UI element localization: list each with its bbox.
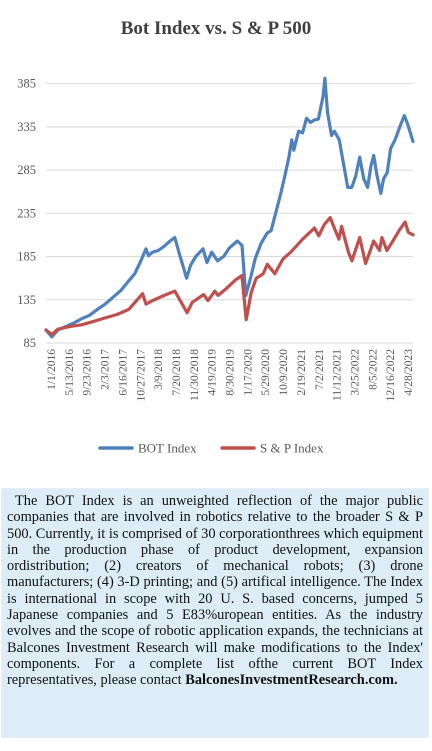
- y-tick-label: 385: [17, 77, 36, 91]
- series: [44, 76, 415, 339]
- y-tick-label: 285: [17, 163, 36, 177]
- x-tick-label: 4/19/2019: [207, 349, 219, 396]
- gridlines: [46, 83, 413, 344]
- x-tick-label: 11/30/2018: [189, 349, 201, 401]
- x-tick-label: 4/28/2023: [403, 349, 415, 396]
- legend: BOT Index S & P Index: [98, 441, 324, 456]
- x-tick-label: 6/16/2017: [117, 349, 129, 396]
- description-body: The BOT Index is an unweighted reflectio…: [7, 493, 423, 689]
- x-tick-label: 2/19/2021: [296, 349, 308, 396]
- description-text: The BOT Index is an unweighted reflectio…: [7, 493, 423, 689]
- legend-label: BOT Index: [138, 441, 197, 456]
- x-tick-label: 8/30/2019: [225, 349, 237, 396]
- x-tick-label: 1/17/2020: [242, 349, 254, 396]
- x-axis: 1/1/2016 5/13/2016 9/23/2016 2/3/2017 6/16/2…: [46, 349, 415, 402]
- x-tick-label: 9/23/2016: [82, 349, 94, 396]
- x-tick-label: 10/27/2017: [135, 349, 147, 402]
- x-tick-label: 3/9/2018: [153, 349, 165, 390]
- series-line-sp-index: [44, 216, 415, 336]
- x-tick-label: 12/16/2022: [385, 349, 397, 402]
- y-tick-label: 235: [17, 206, 36, 220]
- y-tick-label: 335: [17, 120, 36, 134]
- series-line-bot-index: [44, 76, 415, 339]
- x-tick-label: 8/5/2022: [367, 349, 379, 390]
- x-tick-label: 10/9/2020: [278, 349, 290, 396]
- x-tick-label: 5/29/2020: [260, 349, 272, 396]
- x-tick-label: 11/12/2021: [332, 349, 344, 401]
- x-tick-label: 7/2/2021: [314, 349, 326, 390]
- y-tick-label: 185: [17, 250, 36, 264]
- chart-svg: 85 135 185 235 285 335 385 1/1/2016 5/13/2016 9/…: [17, 76, 415, 456]
- description-box: The BOT Index is an unweighted reflectio…: [1, 488, 429, 738]
- legend-label: S & P Index: [260, 441, 324, 456]
- x-tick-label: 1/1/2016: [46, 349, 58, 390]
- x-tick-label: 7/20/2018: [171, 349, 183, 396]
- x-tick-label: 3/25/2022: [349, 349, 361, 396]
- chart: Bot Index vs. S & P 500 85 135 185 235 285 33…: [17, 18, 415, 456]
- chart-title: Bot Index vs. S & P 500: [120, 18, 312, 39]
- x-tick-label: 5/13/2016: [64, 349, 76, 396]
- x-tick-label: 2/3/2017: [100, 349, 112, 390]
- y-axis: 85 135 185 235 285 335 385: [17, 77, 36, 350]
- y-tick-label: 85: [24, 336, 37, 350]
- contact-link[interactable]: BalconesInvestmentResearch.com.: [185, 672, 398, 689]
- y-tick-label: 135: [17, 293, 36, 307]
